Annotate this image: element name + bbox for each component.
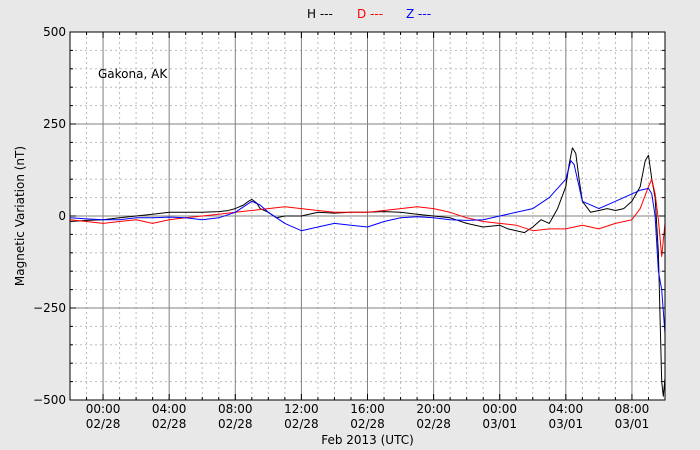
legend-item-z: Z ---: [406, 7, 431, 21]
x-tick-label-date: 02/28: [416, 417, 451, 431]
x-tick-label-date: 02/28: [350, 417, 385, 431]
x-tick-label-time: 08:00: [218, 402, 253, 416]
x-tick-label-date: 03/01: [615, 417, 650, 431]
y-tick-label: 0: [58, 209, 66, 223]
x-tick-label-time: 00:00: [482, 402, 517, 416]
x-tick-label-date: 02/28: [152, 417, 187, 431]
legend-item-h: H ---: [307, 7, 333, 21]
legend: H --- D --- Z ---: [307, 7, 431, 21]
y-tick-label: −500: [33, 393, 66, 407]
x-tick-label-date: 03/01: [482, 417, 517, 431]
x-tick-label-date: 02/28: [218, 417, 253, 431]
series-layer: [69, 147, 666, 397]
x-tick-label-time: 16:00: [350, 402, 385, 416]
x-tick-label-date: 02/28: [86, 417, 121, 431]
x-tick-label-time: 04:00: [152, 402, 187, 416]
x-axis-label: Feb 2013 (UTC): [321, 433, 414, 447]
x-tick-label-date: 02/28: [284, 417, 319, 431]
legend-item-d: D ---: [357, 7, 383, 21]
series-line-z: [69, 160, 666, 334]
station-annotation: Gakona, AK: [98, 67, 168, 81]
y-tick-label: −250: [33, 301, 66, 315]
y-axis-label: Magnetic Variation (nT): [13, 146, 27, 286]
y-tick-label: 500: [43, 25, 66, 39]
x-tick-label-time: 20:00: [416, 402, 451, 416]
y-tick-label: 250: [43, 117, 66, 131]
x-tick-label-date: 03/01: [549, 417, 584, 431]
x-tick-label-time: 04:00: [549, 402, 584, 416]
series-line-h: [69, 147, 666, 397]
x-tick-label-time: 12:00: [284, 402, 319, 416]
ticks-layer: 00:0002/2804:0002/2808:0002/2812:0002/28…: [33, 25, 666, 431]
x-tick-label-time: 00:00: [86, 402, 121, 416]
x-tick-label-time: 08:00: [615, 402, 650, 416]
